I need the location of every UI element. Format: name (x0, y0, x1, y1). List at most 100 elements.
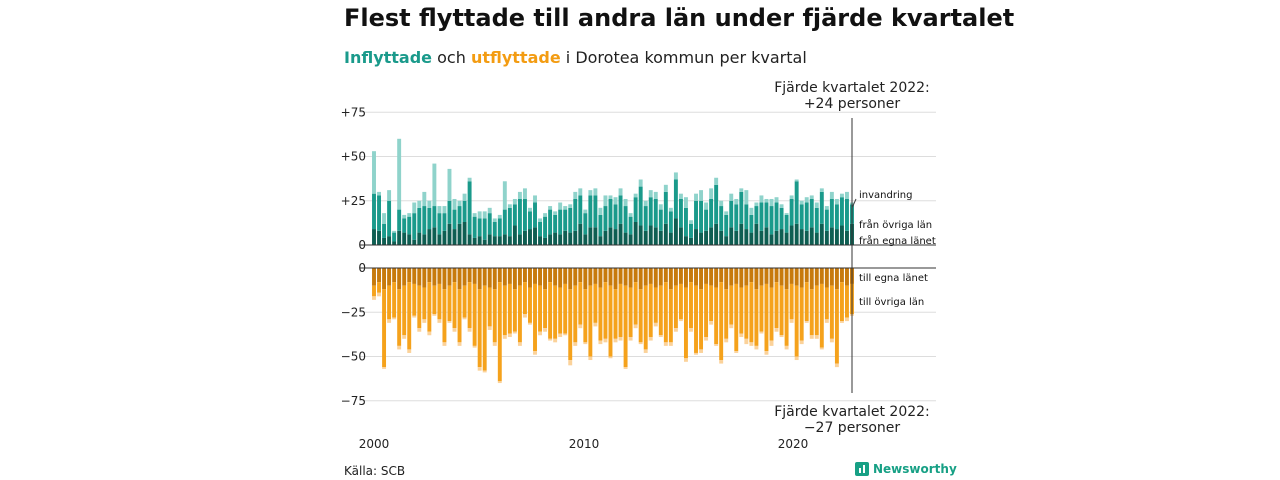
bar-out-ovriga (462, 285, 467, 318)
subtitle-rest: i Dorotea kommun per kvartal (565, 48, 807, 67)
bar-out-egna (784, 268, 789, 290)
bar-out-ovriga (517, 285, 522, 343)
bar-in-invandring (653, 191, 658, 199)
bar-out-ovriga (628, 287, 633, 338)
subtitle-utflyttade: utflyttade (470, 48, 561, 67)
bar-out-egna (829, 268, 834, 286)
bar-in-invandring (678, 193, 683, 199)
bar-out-ovriga (658, 285, 663, 336)
bar-out-ovriga (769, 287, 774, 341)
bar-out-utvandring (477, 367, 482, 371)
bar-out-egna (422, 268, 427, 288)
x-tick: 2010 (569, 437, 600, 451)
bar-in-invandring (613, 197, 618, 205)
bar-out-egna (402, 268, 407, 286)
bar-out-ovriga (377, 282, 381, 293)
bar-out-ovriga (563, 283, 568, 334)
bar-out-ovriga (392, 282, 397, 318)
bar-out-egna (824, 268, 829, 288)
bar-out-utvandring (814, 335, 819, 339)
bar-in-invandring (648, 190, 653, 198)
bar-out-ovriga (719, 282, 724, 361)
bar-in-ovriga (699, 200, 704, 233)
bar-in-egna (447, 223, 452, 245)
bar-in-egna (834, 229, 839, 245)
bar-out-ovriga (543, 289, 548, 329)
bar-in-egna (694, 229, 698, 245)
bar-in-invandring (467, 177, 472, 182)
bar-in-invandring (628, 213, 633, 217)
bar-in-ovriga (447, 200, 452, 224)
bar-in-ovriga (789, 198, 794, 226)
bar-out-utvandring (683, 358, 688, 362)
bar-in-egna (512, 225, 517, 245)
bar-out-egna (653, 268, 658, 288)
bar-in-ovriga (412, 213, 417, 240)
bar-in-invandring (528, 207, 532, 212)
bar-in-egna (754, 223, 759, 245)
bar-out-utvandring (492, 342, 497, 346)
bar-in-invandring (663, 184, 668, 192)
bar-in-egna (658, 230, 663, 245)
bar-in-egna (397, 230, 402, 245)
chart-title: Flest flyttade till andra län under fjär… (344, 4, 1015, 32)
bar-in-invandring (744, 190, 749, 205)
bar-in-ovriga (784, 214, 789, 233)
bar-in-ovriga (528, 211, 532, 230)
bar-out-egna (487, 268, 492, 288)
bar-out-ovriga (497, 282, 502, 382)
bar-in-egna (382, 237, 387, 245)
bar-out-egna (482, 268, 487, 286)
bar-in-invandring (578, 188, 583, 196)
bar-out-ovriga (648, 283, 653, 338)
bar-out-ovriga (663, 282, 668, 343)
bar-in-ovriga (794, 181, 799, 224)
bar-out-utvandring (613, 338, 618, 343)
bar-in-invandring (382, 213, 387, 224)
bar-out-utvandring (754, 345, 759, 350)
bar-in-invandring (714, 177, 719, 185)
bar-in-invandring (407, 213, 412, 217)
bar-out-egna (678, 268, 683, 284)
bar-in-invandring (588, 190, 593, 196)
bar-in-egna (678, 227, 683, 245)
bar-out-utvandring (472, 345, 477, 348)
bar-in-ovriga (668, 211, 673, 233)
bar-in-egna (377, 230, 381, 245)
bar-in-ovriga (462, 200, 467, 222)
bar-out-ovriga (714, 287, 719, 345)
bar-in-ovriga (548, 209, 553, 235)
bar-in-invandring (814, 202, 819, 208)
bar-out-egna (417, 268, 422, 286)
bar-in-egna (734, 230, 739, 245)
bar-in-egna (764, 227, 769, 245)
bar-in-egna (779, 229, 784, 245)
bar-in-egna (784, 232, 789, 245)
bar-in-invandring (729, 193, 734, 201)
bar-in-ovriga (568, 207, 573, 233)
bar-out-utvandring (588, 356, 593, 361)
bar-in-invandring (548, 206, 553, 210)
bar-in-ovriga (382, 223, 387, 238)
annotation-bottom-line2: −27 personer (804, 420, 901, 436)
bar-in-ovriga (714, 184, 719, 224)
bar-out-ovriga (689, 282, 693, 329)
bar-in-egna (789, 225, 794, 245)
bar-out-utvandring (724, 338, 729, 343)
bar-in-egna (663, 223, 668, 245)
bar-in-invandring (673, 172, 678, 180)
bar-out-egna (528, 268, 532, 288)
bar-out-ovriga (608, 285, 613, 357)
bar-in-egna (638, 225, 643, 245)
bar-in-invandring (432, 163, 437, 207)
chart-subtitle: Inflyttade och utflyttade i Dorotea komm… (344, 48, 807, 67)
bar-in-ovriga (497, 218, 502, 237)
bar-in-invandring (774, 197, 779, 203)
bar-out-utvandring (714, 344, 719, 346)
bar-in-egna (724, 236, 729, 245)
bar-out-utvandring (769, 340, 774, 346)
bar-in-egna (769, 234, 774, 245)
bar-in-invandring (699, 190, 704, 201)
bar-out-utvandring (699, 349, 704, 353)
bar-in-egna (517, 234, 522, 245)
